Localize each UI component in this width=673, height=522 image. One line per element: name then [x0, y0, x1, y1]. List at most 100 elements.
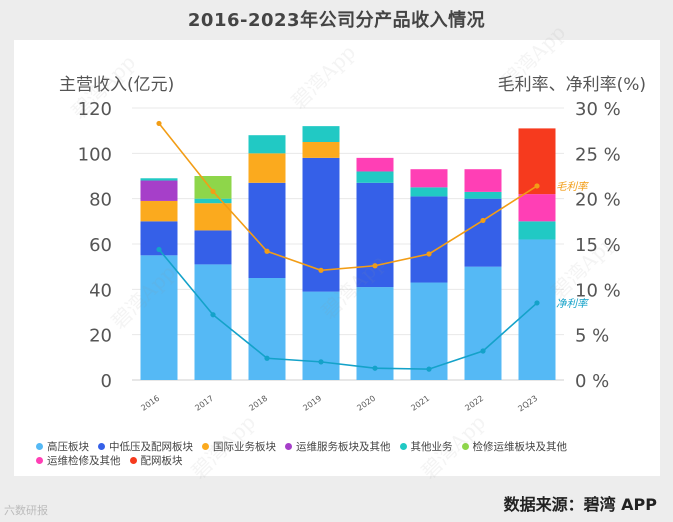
- line-point: [210, 188, 216, 195]
- y-tick-label: 40: [89, 280, 112, 301]
- y2-tick-label: 5 %: [575, 326, 609, 347]
- legend-swatch: [36, 457, 43, 464]
- line-point: [156, 246, 162, 253]
- legend-label: 国际业务板块: [213, 441, 276, 453]
- bar-segment: [518, 221, 556, 240]
- legend-label: 配网板块: [140, 455, 183, 467]
- bar-segment: [194, 203, 232, 231]
- line-point: [318, 359, 324, 365]
- bar-segment: [464, 191, 502, 199]
- y2-tick-label: 15 %: [575, 235, 621, 256]
- y2-tick-label: 30 %: [575, 99, 621, 120]
- y2-tick-label: 10 %: [575, 280, 621, 301]
- bar-segment: [464, 266, 502, 380]
- legend-label: 运维服务板块及其他: [296, 441, 391, 453]
- legend-item: 中低压及配网板块: [98, 440, 193, 454]
- chart-canvas: 主营收入(亿元) 毛利率、净利率(%) 0 0 % 20 5 % 40 10 % 60 15 % 8…: [59, 75, 646, 414]
- legend-item: 国际业务板块: [202, 440, 276, 454]
- legend-label: 高压板块: [47, 441, 89, 453]
- line-series: [158, 122, 538, 272]
- line-point: [264, 248, 270, 254]
- legend-label: 其他业务: [410, 441, 453, 453]
- bar-segment: [464, 198, 502, 267]
- x-tick-label: 2017: [193, 394, 215, 413]
- y-tick-label: 60: [89, 235, 112, 256]
- bar-segment: [248, 278, 286, 380]
- line-point: [534, 183, 540, 189]
- x-tick-label: 2020: [355, 394, 377, 413]
- chart-title: 2016-2023年公司分产品收入情况: [187, 10, 486, 31]
- line-point: [210, 312, 216, 318]
- bar-segment: [194, 198, 232, 204]
- line-point: [534, 300, 540, 306]
- legend-swatch: [129, 457, 137, 464]
- bar-segment: [302, 142, 340, 158]
- y-tick-label: 120: [78, 99, 112, 120]
- bar-segment: [410, 196, 448, 283]
- y2-tick-label: 25 %: [575, 144, 621, 165]
- legend-item: 运维检修及其他: [36, 454, 121, 468]
- legend-swatch: [98, 443, 105, 450]
- legend-item: 高压板块: [36, 440, 89, 454]
- bar-segment: [356, 182, 394, 288]
- line-point: [480, 217, 486, 224]
- legend-item: 其他业务: [399, 440, 453, 454]
- legend-swatch: [36, 443, 43, 450]
- bar-segment: [140, 178, 178, 181]
- data-source: 数据来源：碧湾 APP: [503, 495, 657, 514]
- line-point: [480, 348, 486, 354]
- line-point: [426, 366, 432, 372]
- bar-segment: [248, 153, 286, 183]
- line-label: 净利率: [556, 298, 589, 310]
- bar-segment: [302, 126, 340, 142]
- y-tick-label: 20: [89, 326, 112, 347]
- bar-segment: [248, 135, 286, 154]
- x-tick-label: 2022: [463, 394, 485, 413]
- x-tick-label: 2Q23: [516, 394, 539, 414]
- legend-item: 配网板块: [129, 454, 183, 468]
- line-point: [426, 251, 432, 257]
- bar-segment: [194, 264, 232, 380]
- legend-label: 运维检修及其他: [47, 455, 121, 467]
- bar-segment: [194, 230, 232, 265]
- line-label: 毛利率: [556, 181, 589, 193]
- x-tick-label: 2021: [409, 394, 431, 413]
- corner-badge: 六数研报: [4, 504, 48, 517]
- y-tick-label: 0: [101, 371, 112, 392]
- bar-segment: [410, 282, 448, 380]
- x-tick-label: 2016: [139, 394, 161, 413]
- legend-item: 检修运维板块及其他: [461, 440, 568, 454]
- bar-segment: [248, 182, 286, 278]
- legend-swatch: [285, 443, 292, 450]
- legend-label: 检修运维板块及其他: [472, 441, 568, 453]
- y-tick-label: 80: [89, 190, 112, 211]
- y2-axis-title: 毛利率、净利率(%): [498, 75, 646, 95]
- y2-tick-label: 0 %: [575, 371, 609, 392]
- bar-segment: [410, 169, 448, 188]
- legend-swatch: [399, 443, 407, 450]
- bar-segment: [518, 128, 556, 195]
- bar-segment: [356, 157, 394, 172]
- line-point: [264, 355, 270, 361]
- bar-segment: [464, 169, 502, 192]
- y-tick-label: 100: [78, 144, 112, 165]
- bar-segment: [140, 200, 178, 222]
- line-point: [318, 267, 324, 273]
- bar-segment: [356, 287, 394, 380]
- line-point: [372, 263, 378, 269]
- bar-segment: [356, 171, 394, 183]
- y-axis-title: 主营收入(亿元): [59, 75, 174, 95]
- bar-segment: [140, 255, 178, 380]
- bar-segment: [518, 194, 556, 222]
- bar-segment: [194, 176, 232, 199]
- line-point: [372, 365, 378, 371]
- legend-label: 中低压及配网板块: [109, 441, 193, 453]
- bar-segment: [302, 291, 340, 380]
- bar-segment: [518, 239, 556, 380]
- x-tick-label: 2019: [301, 394, 323, 413]
- legend-item: 运维服务板块及其他: [285, 440, 391, 454]
- line-series: [158, 248, 538, 370]
- x-tick-label: 2018: [247, 394, 269, 413]
- chart-panel: 主营收入(亿元) 毛利率、净利率(%) 0 0 % 20 5 % 40 10 % 60 15 % 8…: [14, 40, 660, 476]
- bar-segment: [410, 187, 448, 197]
